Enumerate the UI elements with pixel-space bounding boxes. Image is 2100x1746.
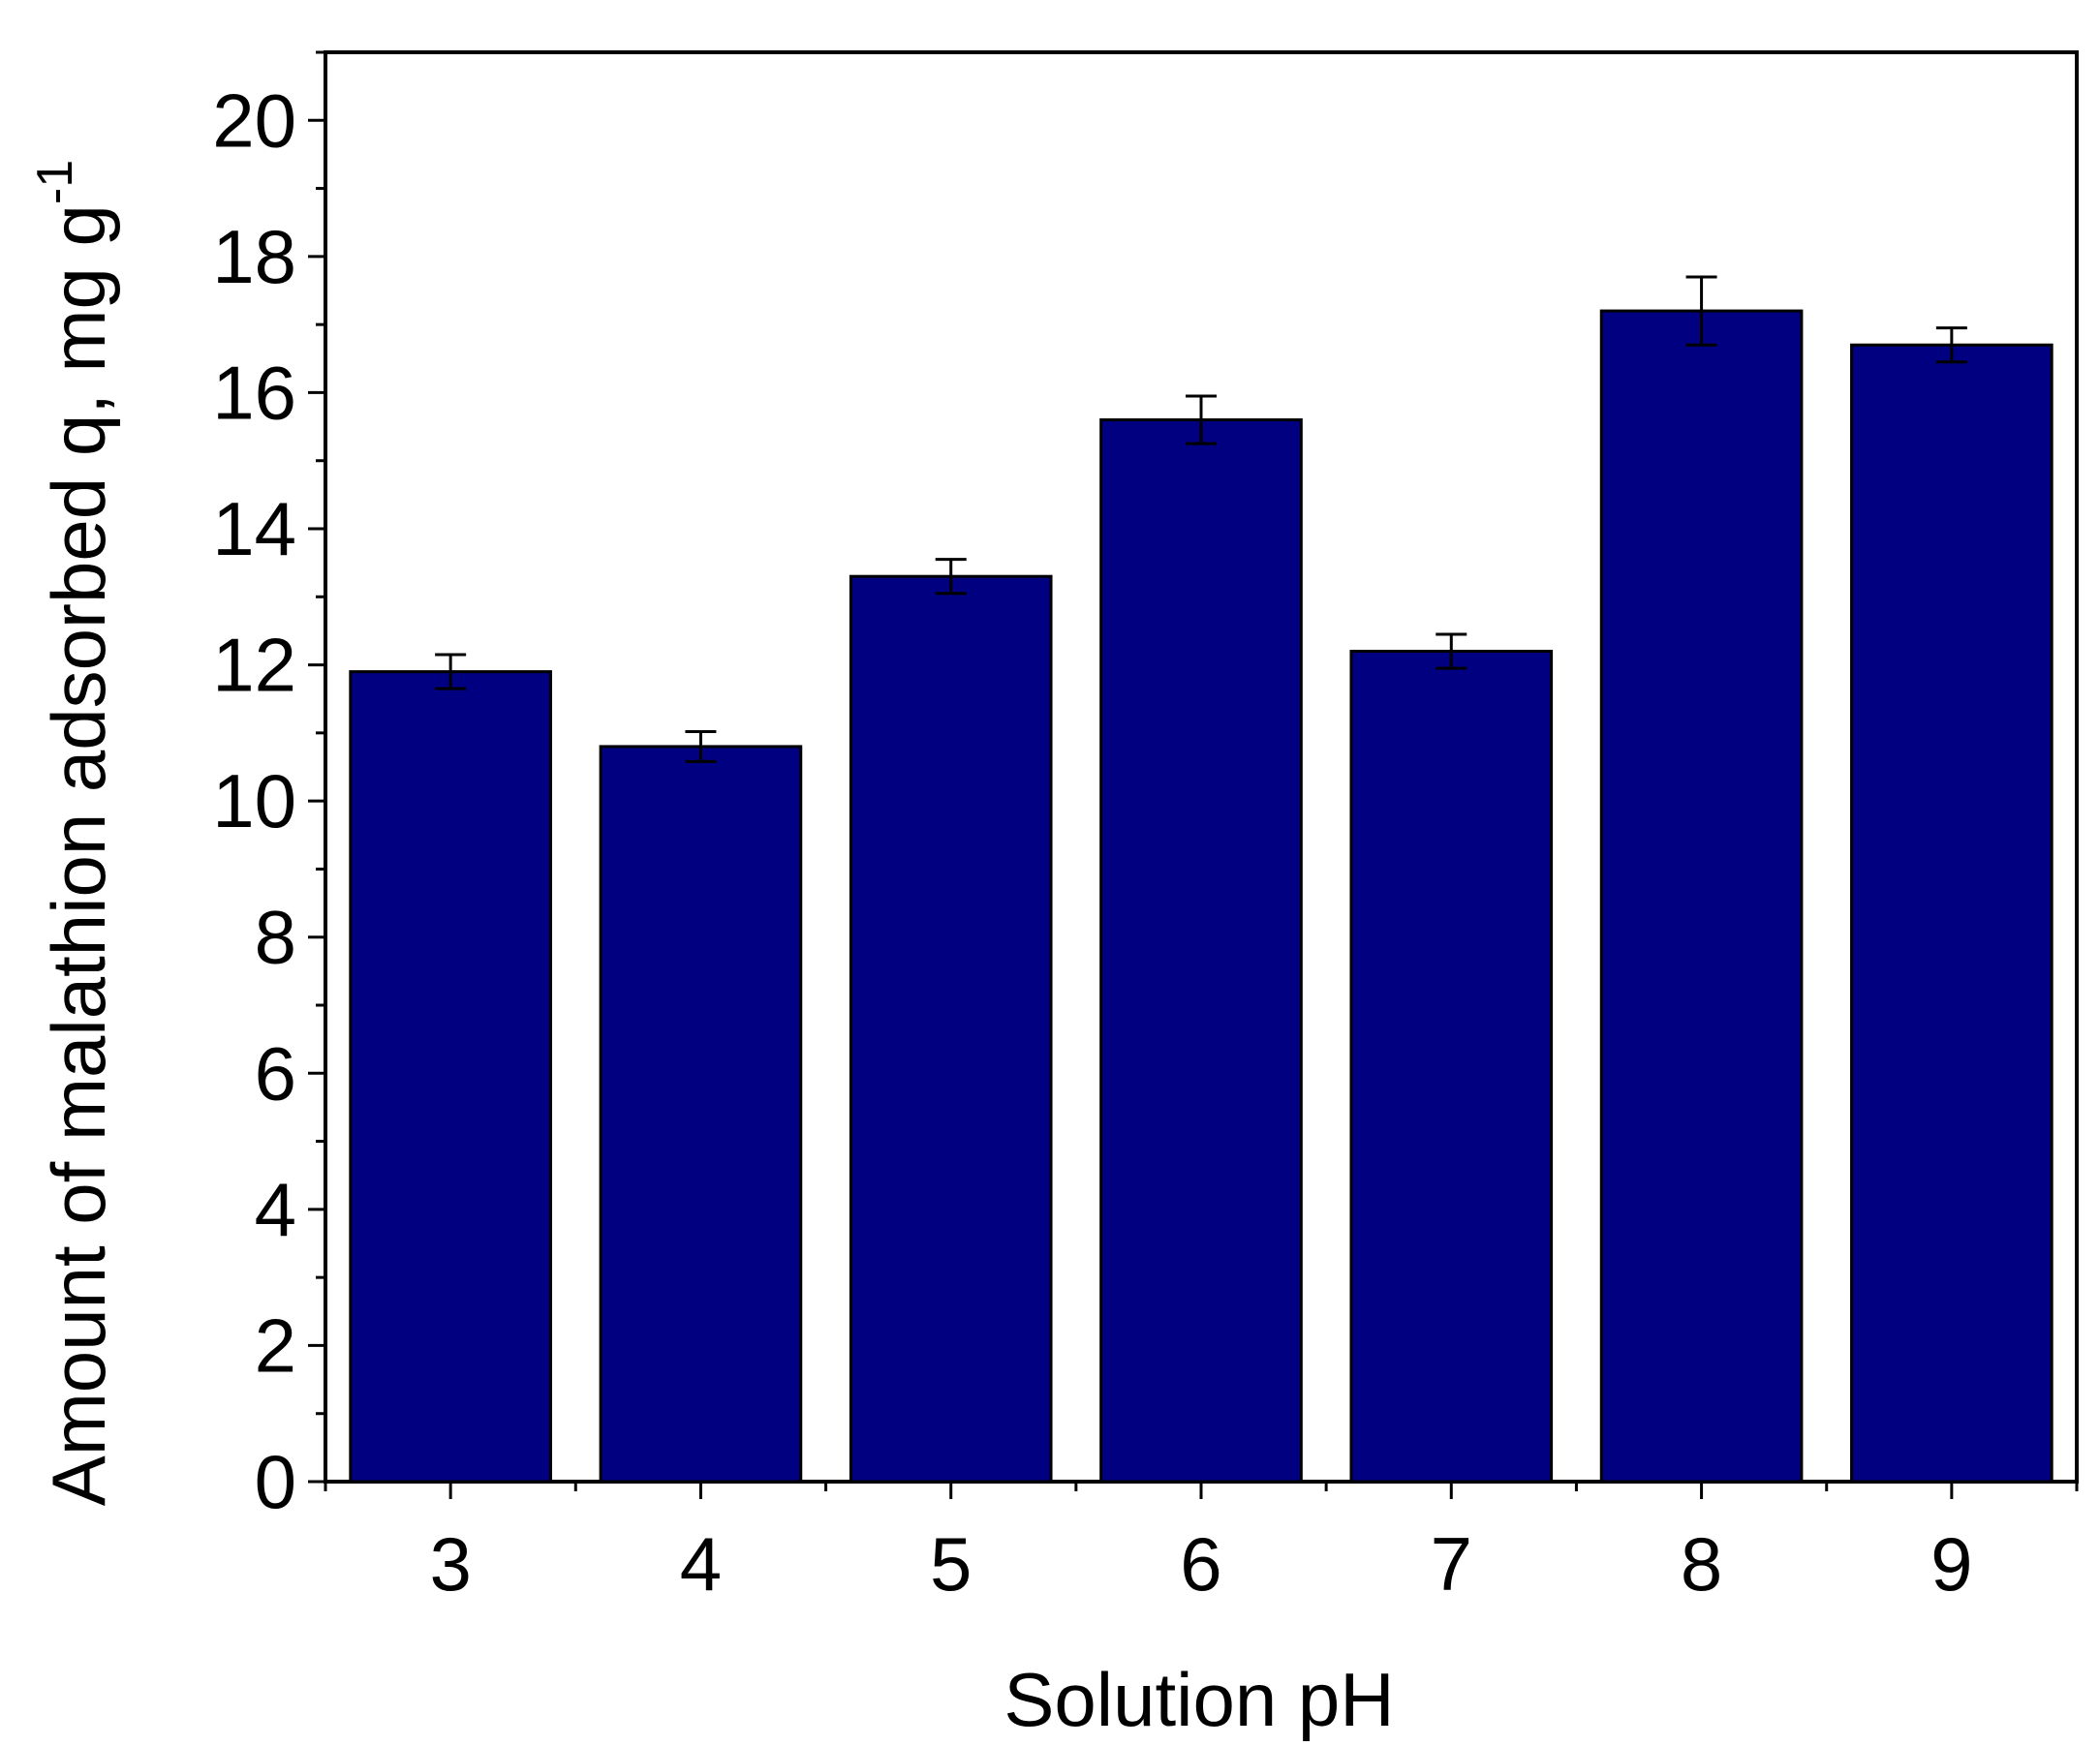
y-tick-label-20: 20 (212, 77, 296, 163)
x-tick-label-9: 9 (1930, 1521, 1972, 1607)
bar-ph-8 (1599, 309, 1804, 1484)
bar-ph-3 (349, 670, 552, 1484)
y-tick-label-10: 10 (212, 758, 296, 843)
bars-group (349, 309, 2054, 1484)
bar-ph-5 (849, 574, 1053, 1484)
y-axis: 0 2 4 6 8 10 12 14 16 18 20 (212, 50, 325, 1524)
bar-ph-4 (599, 745, 803, 1484)
bar-ph-9 (1850, 343, 2054, 1484)
x-axis: 3 4 5 6 7 8 9 (324, 1482, 2079, 1607)
y-tick-label-12: 12 (212, 623, 296, 708)
bar-ph-7 (1349, 650, 1554, 1484)
y-tick-label-0: 0 (255, 1439, 296, 1524)
y-tick-label-16: 16 (212, 350, 296, 435)
x-tick-label-8: 8 (1681, 1521, 1722, 1607)
y-tick-label-18: 18 (212, 214, 296, 299)
y-tick-label-8: 8 (255, 895, 296, 980)
x-tick-label-6: 6 (1180, 1521, 1221, 1607)
y-tick-label-6: 6 (255, 1030, 296, 1116)
y-axis-label-main: Amount of malathion adsorbed q, mg g (36, 204, 121, 1506)
x-tick-label-3: 3 (429, 1521, 471, 1607)
x-tick-label-4: 4 (680, 1521, 722, 1607)
x-tick-label-7: 7 (1431, 1521, 1472, 1607)
y-tick-label-14: 14 (212, 486, 296, 571)
bar-ph-6 (1099, 418, 1303, 1484)
error-bars-group (435, 275, 1967, 763)
y-axis-label: Amount of malathion adsorbed q, mg g-1 (27, 160, 121, 1506)
y-tick-label-2: 2 (255, 1302, 296, 1388)
y-axis-label-superscript: -1 (27, 160, 83, 204)
x-tick-label-5: 5 (930, 1521, 972, 1607)
x-axis-label: Solution pH (1004, 1657, 1394, 1742)
y-tick-label-4: 4 (255, 1167, 296, 1252)
